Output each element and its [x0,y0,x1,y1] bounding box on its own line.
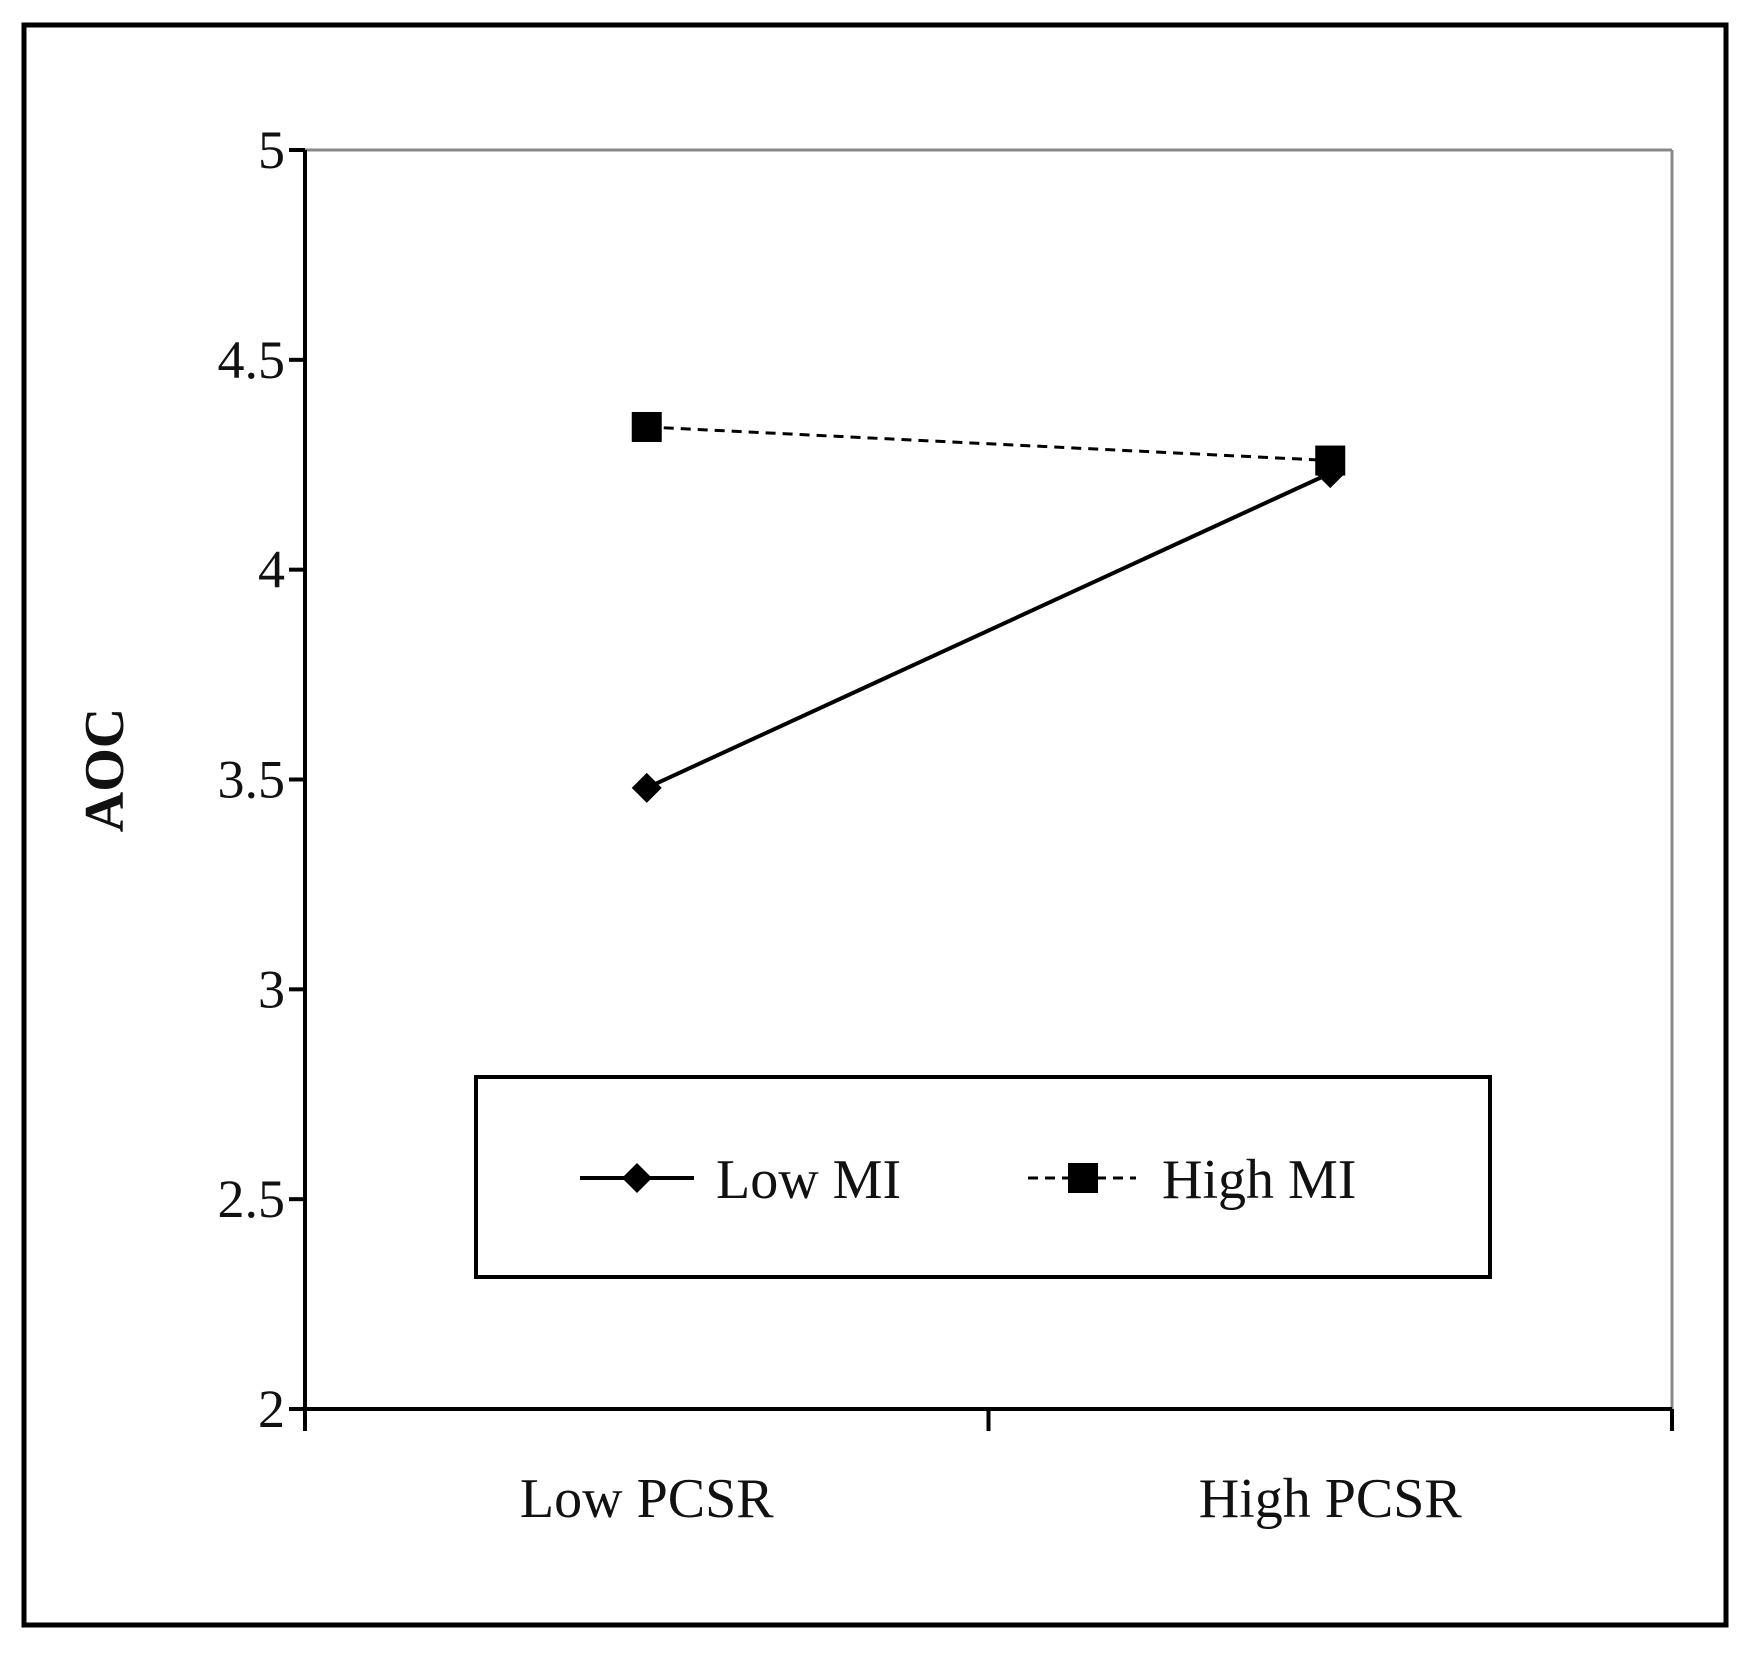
series-line-high-mi [646,425,1331,463]
x-category-label: High PCSR [1199,1468,1463,1530]
data-point-low-mi [631,772,662,803]
y-tick-label: 2 [258,1379,285,1439]
y-tick-label: 4 [258,540,285,600]
y-axis: 5 4.5 4 3.5 3 2.5 2 [218,120,307,1439]
y-ticks: 5 4.5 4 3.5 3 2.5 2 [218,120,305,1439]
y-tick-label: 5 [258,120,285,180]
plot-area [305,148,1674,1409]
legend-high-mi-label: High MI [1162,1149,1356,1211]
y-axis-title: AOC [74,708,136,832]
series-layer [631,411,1346,803]
y-tick-label: 4.5 [218,330,286,390]
y-tick-label: 3 [258,959,285,1019]
legend-low-mi-marker [622,1163,652,1193]
y-tick-label: 2.5 [218,1169,286,1229]
data-point-high-mi [1315,445,1346,476]
legend-high-mi-marker [1068,1163,1098,1193]
legend-low-mi-label: Low MI [716,1149,901,1211]
series-line-low-mi [645,471,1332,790]
y-tick-label: 3.5 [218,750,286,810]
data-point-high-mi [631,411,662,442]
figure-frame [21,22,1729,1628]
legend: Low MI High MI [474,1075,1492,1279]
x-category-label: Low PCSR [520,1468,774,1530]
x-axis: Low PCSR High PCSR [303,1407,1674,1530]
x-ticks: Low PCSR High PCSR [303,1409,1674,1530]
